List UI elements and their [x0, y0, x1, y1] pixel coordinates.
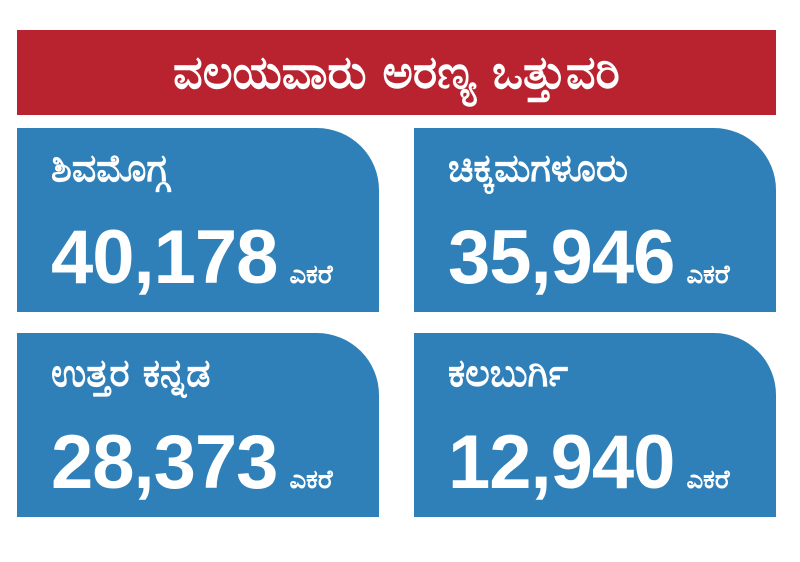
unit: ಎಕರೆ: [289, 260, 333, 290]
title-banner: ವಲಯವಾರು ಅರಣ್ಯ ಒತ್ತುವರಿ: [17, 30, 776, 115]
region-name: ಉತ್ತರ ಕನ್ನಡ: [51, 351, 211, 395]
amount-line: 35,946 ಎಕರೆ: [448, 214, 730, 301]
amount-line: 12,940 ಎಕರೆ: [448, 419, 730, 506]
unit: ಎಕರೆ: [289, 465, 333, 495]
amount: 35,946: [448, 215, 675, 300]
amount-line: 40,178 ಎಕರೆ: [51, 214, 333, 301]
region-card: ಕಲಬುರ್ಗಿ 12,940 ಎಕರೆ: [414, 333, 776, 517]
amount: 28,373: [51, 420, 278, 505]
region-name: ಕಲಬುರ್ಗಿ: [448, 351, 569, 395]
unit: ಎಕರೆ: [686, 465, 730, 495]
region-card: ಶಿವಮೊಗ್ಗ 40,178 ಎಕರೆ: [17, 128, 379, 312]
amount-line: 28,373 ಎಕರೆ: [51, 419, 333, 506]
region-card: ಚಿಕ್ಕಮಗಳೂರು 35,946 ಎಕರೆ: [414, 128, 776, 312]
region-card: ಉತ್ತರ ಕನ್ನಡ 28,373 ಎಕರೆ: [17, 333, 379, 517]
region-name: ಚಿಕ್ಕಮಗಳೂರು: [448, 146, 629, 190]
region-name: ಶಿವಮೊಗ್ಗ: [51, 146, 170, 190]
unit: ಎಕರೆ: [686, 260, 730, 290]
amount: 12,940: [448, 420, 675, 505]
title: ವಲಯವಾರು ಅರಣ್ಯ ಒತ್ತುವರಿ: [173, 44, 620, 99]
amount: 40,178: [51, 215, 278, 300]
